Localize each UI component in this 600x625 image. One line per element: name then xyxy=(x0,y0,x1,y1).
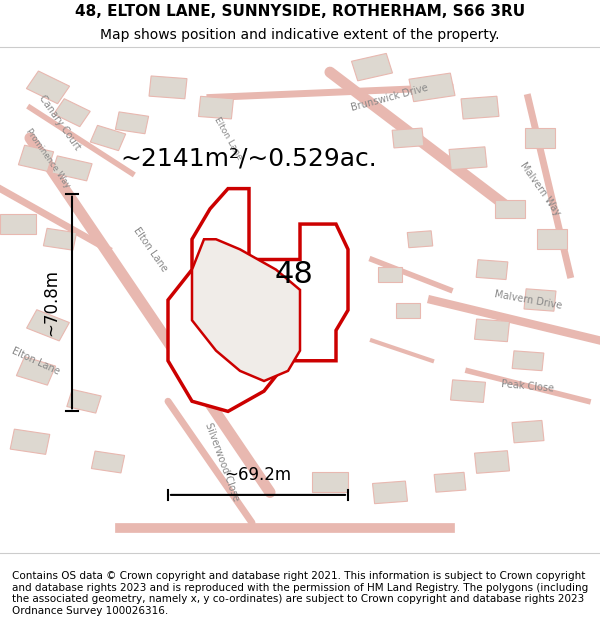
Polygon shape xyxy=(91,126,125,151)
Polygon shape xyxy=(52,156,92,181)
Text: 48, ELTON LANE, SUNNYSIDE, ROTHERHAM, S66 3RU: 48, ELTON LANE, SUNNYSIDE, ROTHERHAM, S6… xyxy=(75,4,525,19)
Polygon shape xyxy=(26,310,70,341)
Text: ~2141m²/~0.529ac.: ~2141m²/~0.529ac. xyxy=(120,146,377,170)
Text: Malvern Drive: Malvern Drive xyxy=(493,289,563,311)
Polygon shape xyxy=(537,229,567,249)
Polygon shape xyxy=(16,357,56,385)
Text: Map shows position and indicative extent of the property.: Map shows position and indicative extent… xyxy=(100,28,500,42)
Polygon shape xyxy=(475,451,509,473)
Polygon shape xyxy=(0,214,36,234)
Polygon shape xyxy=(409,73,455,102)
Polygon shape xyxy=(525,128,555,148)
Polygon shape xyxy=(352,53,392,81)
Text: Elton Lane: Elton Lane xyxy=(131,225,169,274)
Polygon shape xyxy=(407,231,433,248)
Text: Canary Court: Canary Court xyxy=(37,94,83,152)
Polygon shape xyxy=(115,112,149,134)
Polygon shape xyxy=(476,260,508,279)
Text: ~69.2m: ~69.2m xyxy=(224,466,292,484)
Polygon shape xyxy=(199,96,233,119)
Polygon shape xyxy=(378,267,402,282)
Polygon shape xyxy=(434,472,466,492)
Polygon shape xyxy=(396,302,420,318)
Text: Malvern Way: Malvern Way xyxy=(518,160,562,217)
Polygon shape xyxy=(451,380,485,402)
Polygon shape xyxy=(392,128,424,148)
Polygon shape xyxy=(461,96,499,119)
Text: 48: 48 xyxy=(275,260,313,289)
Text: Elton Lane: Elton Lane xyxy=(10,345,62,376)
Polygon shape xyxy=(475,319,509,342)
Text: Contains OS data © Crown copyright and database right 2021. This information is : Contains OS data © Crown copyright and d… xyxy=(12,571,588,616)
Polygon shape xyxy=(91,451,125,473)
Polygon shape xyxy=(10,429,50,454)
Text: Elton Lane: Elton Lane xyxy=(212,115,244,161)
Polygon shape xyxy=(312,472,348,492)
Polygon shape xyxy=(149,76,187,99)
Polygon shape xyxy=(168,189,348,411)
Polygon shape xyxy=(512,421,544,443)
Text: Brunswick Drive: Brunswick Drive xyxy=(350,82,430,112)
Text: Prominence Way: Prominence Way xyxy=(24,127,72,189)
Polygon shape xyxy=(373,481,407,504)
Polygon shape xyxy=(192,239,300,381)
Text: Peak Close: Peak Close xyxy=(501,379,555,393)
Text: Silverwood Close: Silverwood Close xyxy=(203,421,241,502)
Polygon shape xyxy=(67,389,101,413)
Polygon shape xyxy=(26,71,70,104)
Polygon shape xyxy=(449,147,487,169)
Polygon shape xyxy=(43,228,77,250)
Text: ~70.8m: ~70.8m xyxy=(42,269,60,336)
Polygon shape xyxy=(524,289,556,311)
Polygon shape xyxy=(512,351,544,371)
Polygon shape xyxy=(54,99,90,127)
Polygon shape xyxy=(19,145,53,171)
Polygon shape xyxy=(495,200,525,217)
